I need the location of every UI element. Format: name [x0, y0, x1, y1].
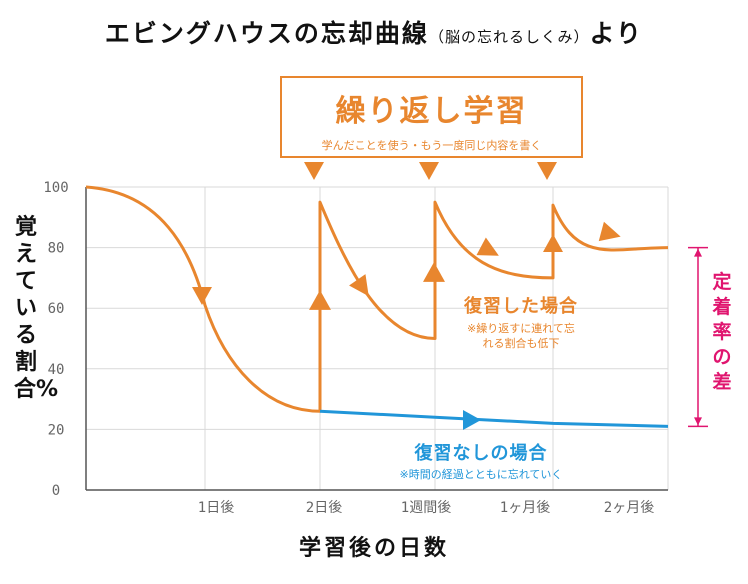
y-tick-label: 20	[48, 422, 65, 438]
no-review-series-line	[319, 409, 669, 428]
decay-arrow-4	[598, 221, 621, 242]
x-tick-label: 1週間後	[401, 500, 451, 516]
y-tick-label: 100	[43, 180, 68, 196]
arrowhead	[598, 221, 621, 242]
review-timing-marker	[419, 162, 439, 180]
x-tick-label: 1日後	[198, 500, 234, 516]
callout-subtitle: 学んだことを使う・もう一度同じ内容を書く	[321, 139, 542, 152]
y-tick-label: 60	[48, 301, 65, 317]
gap-arrow-bottom	[694, 417, 702, 426]
review-timing-marker	[537, 162, 557, 180]
review-arrow-up-2	[423, 262, 445, 282]
repeat-learning-callout: 繰り返し学習 学んだことを使う・もう一度同じ内容を書く	[280, 76, 583, 158]
no-review-direction-arrow	[463, 410, 481, 430]
review-arrow-up-3	[543, 234, 563, 252]
x-tick-label: 2ヶ月後	[604, 500, 654, 516]
x-axis-label: 学習後の日数	[298, 536, 449, 561]
chart-title: エビングハウスの忘却曲線（脳の忘れるしくみ）より	[0, 14, 748, 50]
no-review-annotation-title: 復習なしの場合	[414, 443, 548, 464]
decay-arrow-2	[349, 274, 369, 297]
review-annotation: 復習した場合 ※繰り返すに連れて忘れる割合も低下	[446, 292, 596, 351]
no-review-annotation: 復習なしの場合 ※時間の経過とともに忘れていく	[396, 439, 566, 482]
review-arrow-up-1	[309, 290, 331, 310]
retention-gap-label: 定着率の差	[712, 271, 732, 393]
review-annotation-title: 復習した場合	[464, 296, 578, 317]
gap-arrow-top	[694, 248, 702, 257]
x-tick-label: 2日後	[306, 500, 342, 516]
callout-title: 繰り返し学習	[335, 94, 528, 129]
decay-arrow-1	[192, 287, 212, 305]
review-annotation-note: ※繰り返すに連れて忘れる割合も低下	[467, 322, 575, 350]
y-tick-label: 40	[48, 362, 65, 378]
title-main: エビングハウスの忘却曲線	[104, 19, 429, 48]
y-axis-label: 覚えている割合%	[14, 215, 59, 402]
arrowhead	[349, 274, 369, 297]
y-tick-label: 80	[48, 241, 65, 257]
x-tick-label: 1ヶ月後	[500, 500, 550, 516]
arrowhead	[476, 237, 499, 256]
no-review-annotation-note: ※時間の経過とともに忘れていく	[399, 468, 563, 481]
title-sub: （脳の忘れるしくみ）	[428, 28, 590, 46]
decay-arrow-3	[476, 237, 499, 256]
title-tail: より	[589, 19, 644, 48]
review-timing-marker	[304, 162, 324, 180]
y-tick-label: 0	[52, 483, 60, 499]
